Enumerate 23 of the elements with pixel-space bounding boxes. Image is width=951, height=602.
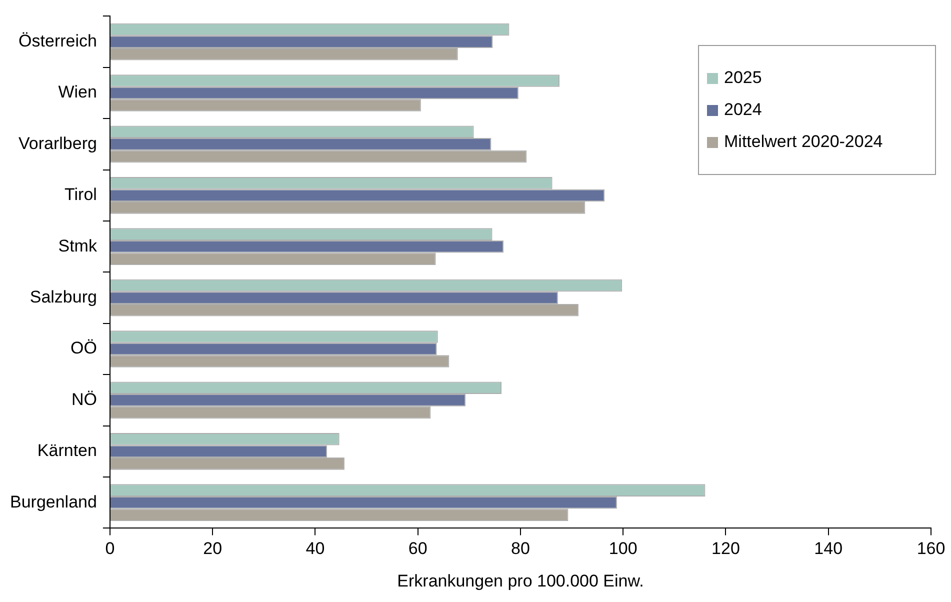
x-tick-label: 60	[408, 539, 428, 558]
y-tick-label: Tirol	[64, 185, 97, 204]
x-tick-label: 20	[203, 539, 222, 558]
legend-label: 2024	[724, 100, 762, 120]
x-tick-label: 140	[814, 539, 843, 558]
y-tick-label: OÖ	[70, 338, 97, 358]
x-axis-title: Erkrankungen pro 100.000 Einw.	[397, 571, 644, 590]
y-tick-label: Österreich	[18, 31, 97, 50]
x-tick-label: 100	[608, 539, 638, 558]
x-tick-label: 80	[511, 539, 530, 558]
y-tick-label: Wien	[58, 82, 97, 102]
y-tick-label: Vorarlberg	[18, 134, 97, 153]
y-tick-label: Kärnten	[37, 441, 97, 460]
x-tick-label: 40	[306, 539, 325, 558]
legend-label: 2025	[724, 68, 762, 88]
y-tick-label: Stmk	[58, 236, 98, 256]
x-tick-label: 160	[916, 539, 946, 558]
x-tick-label: 0	[105, 539, 115, 558]
y-tick-label: Burgenland	[10, 492, 97, 512]
y-tick-label: NÖ	[71, 390, 97, 409]
y-tick-label: Salzburg	[30, 287, 97, 306]
x-tick-label: 120	[712, 539, 740, 558]
legend-label: Mittelwert 2020-2024	[724, 132, 883, 152]
